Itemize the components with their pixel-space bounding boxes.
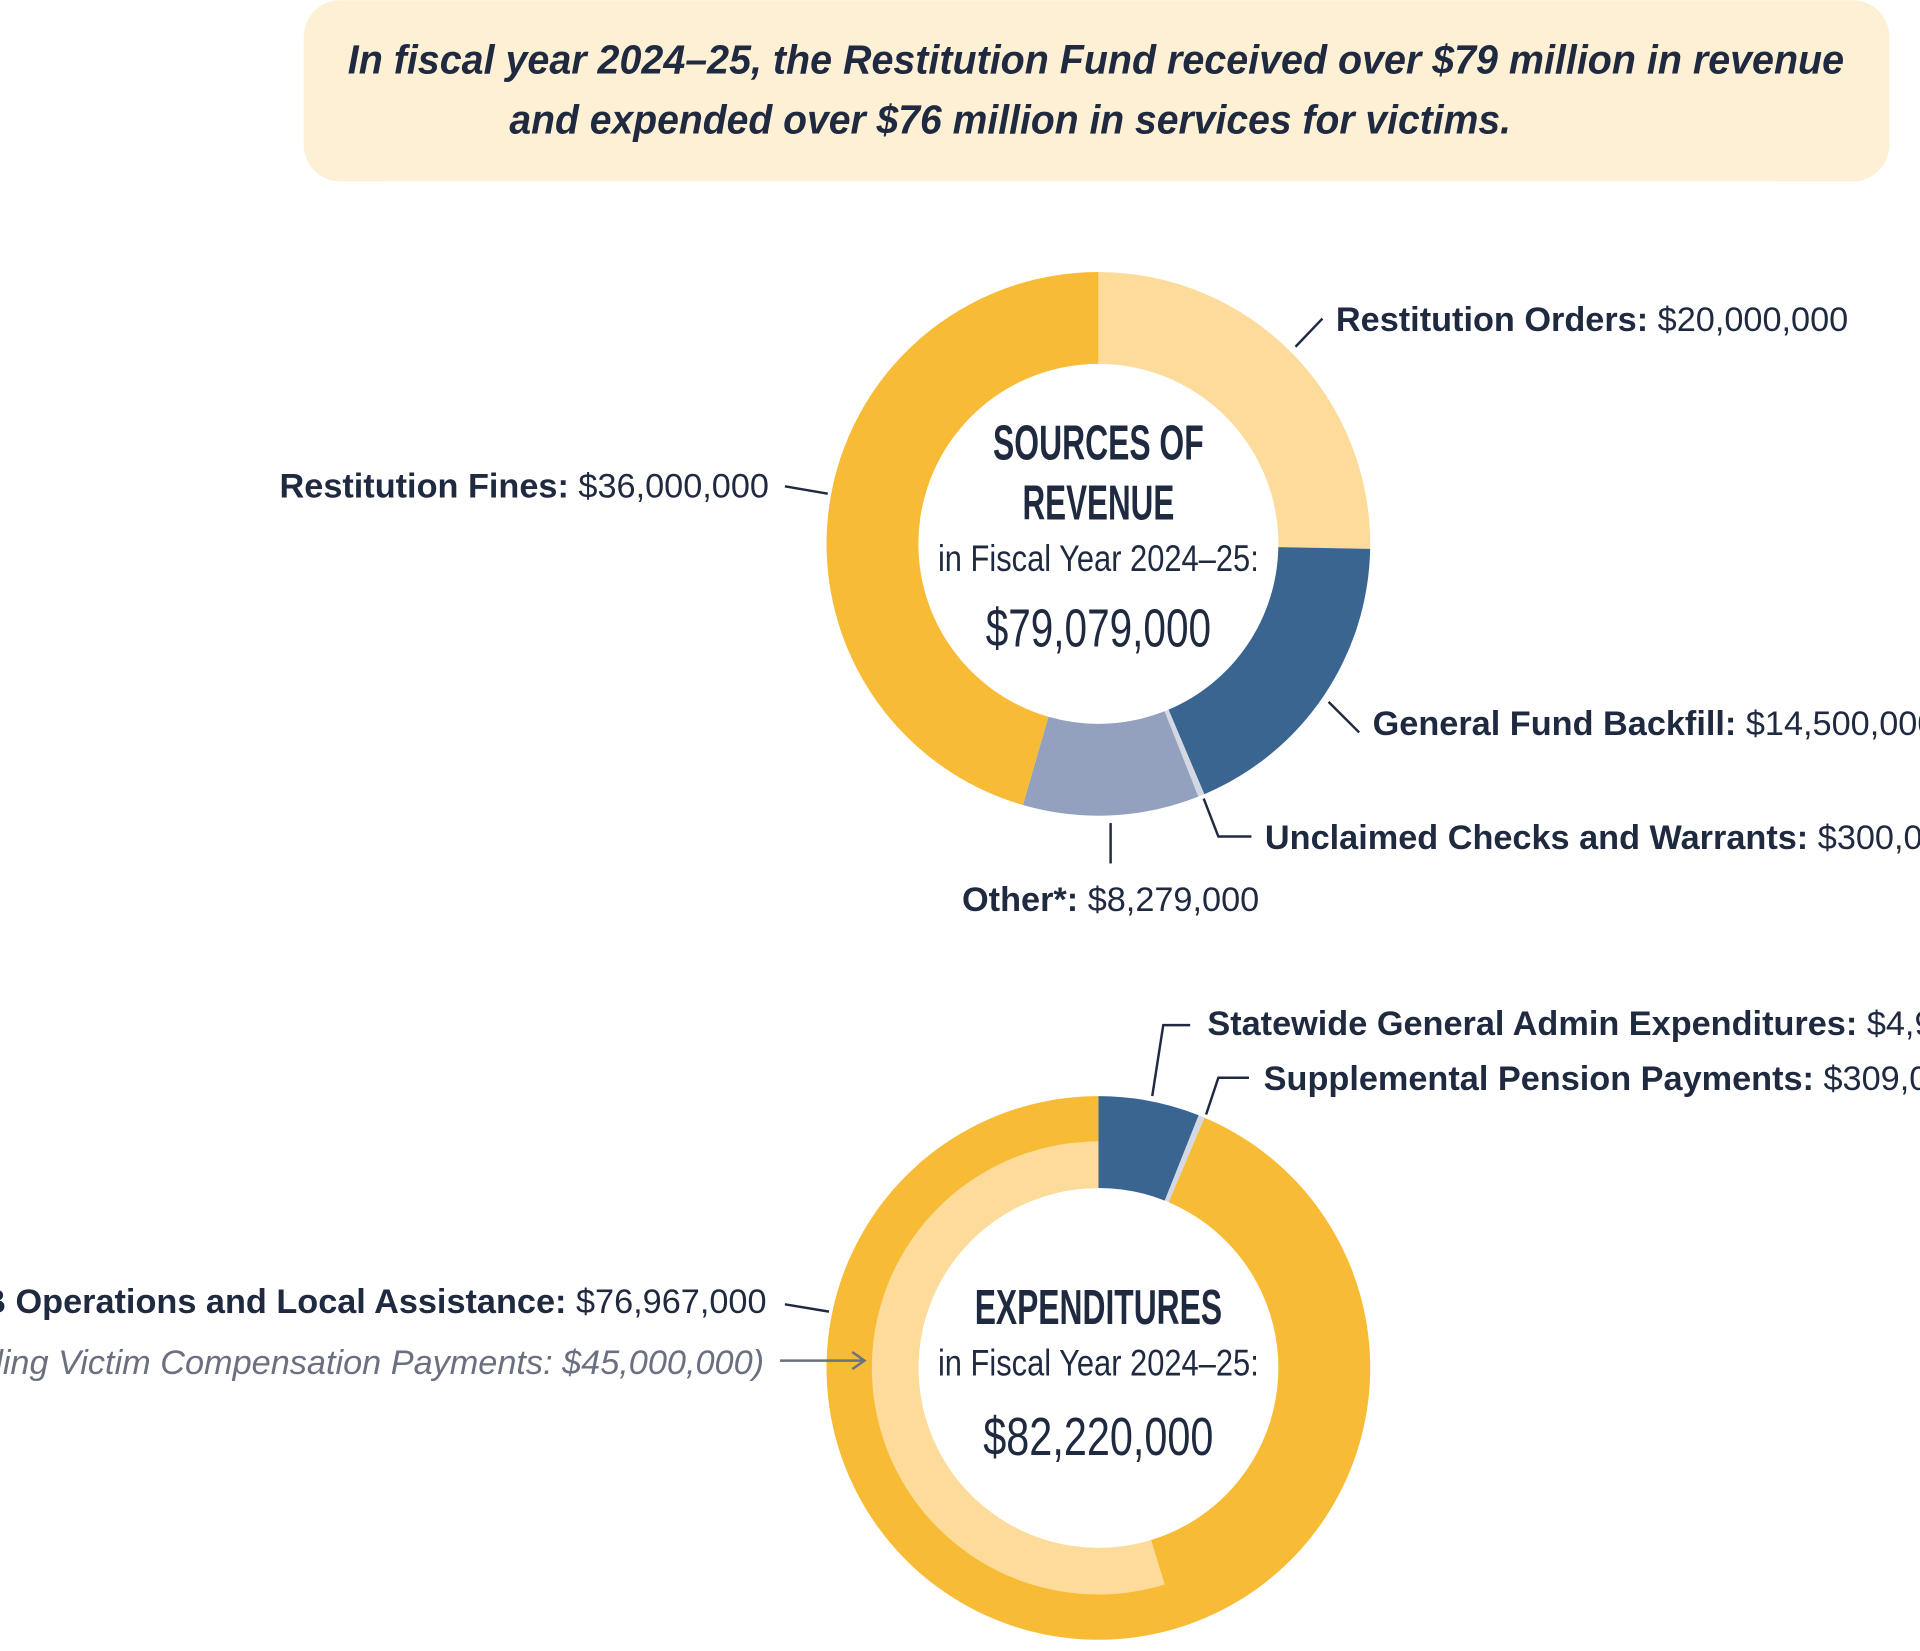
revenue-donut [826, 272, 1371, 816]
expenditure-title: EXPENDITURES [975, 1281, 1222, 1335]
expenditure-total: $82,220,000 [983, 1407, 1213, 1467]
leader-line [784, 1303, 830, 1313]
slice-unclaimed-checks-and-warrants [1164, 709, 1205, 797]
label-vcb-operations: VCB Operations and Local Assistance: $76… [0, 1283, 767, 1321]
label-supplemental-pension: Supplemental Pension Payments: $309,000 [1264, 1060, 1920, 1098]
expenditure-donut [826, 1096, 1371, 1640]
label-statewide-admin: Statewide General Admin Expenditures: $4… [1207, 1005, 1920, 1043]
label-unclaimed-checks: Unclaimed Checks and Warrants: $300,000 [1265, 819, 1920, 857]
leader-line [1327, 700, 1361, 734]
slice-restitution-fines [826, 272, 1099, 806]
revenue-title-2: REVENUE [1022, 476, 1174, 530]
leader-line [1151, 1023, 1191, 1097]
banner-line-2: and expended over $76 million in service… [509, 97, 1511, 143]
label-other: Other*: $8,279,000 [962, 881, 1259, 919]
revenue-total: $79,079,000 [986, 599, 1211, 659]
revenue-title-1: SOURCES OF [993, 416, 1204, 470]
leader-line [1294, 317, 1324, 348]
slice-other [1022, 711, 1199, 816]
leader-line [784, 485, 828, 495]
slice-victim-compensation-payments [871, 1141, 1165, 1595]
slice-supplemental-pension-payments [1164, 1115, 1205, 1203]
banner [303, 0, 1890, 182]
arrow-icon [780, 1351, 867, 1371]
revenue-subtitle: in Fiscal Year 2024–25: [938, 538, 1259, 579]
leader-line [1202, 798, 1252, 838]
label-victim-compensation: (Including Victim Compensation Payments:… [0, 1344, 764, 1382]
leader-line [1204, 1076, 1249, 1115]
slice-general-fund-backfill [1168, 547, 1371, 795]
label-restitution-fines: Restitution Fines: $36,000,000 [280, 467, 769, 505]
slice-restitution-orders [1098, 272, 1371, 549]
label-restitution-orders: Restitution Orders: $20,000,000 [1336, 301, 1848, 339]
label-general-fund-backfill: General Fund Backfill: $14,500,000 [1373, 705, 1920, 743]
slice-statewide-general-admin-expenditures [1098, 1096, 1199, 1201]
expenditure-subtitle: in Fiscal Year 2024–25: [938, 1342, 1259, 1383]
banner-line-1: In fiscal year 2024–25, the Restitution … [348, 37, 1844, 83]
